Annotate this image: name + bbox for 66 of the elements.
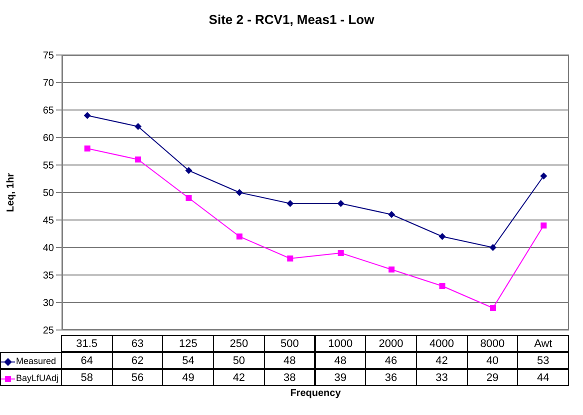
point (185, 167, 192, 174)
y-tick-label: 30 (42, 298, 54, 310)
data-label: 53 (517, 352, 569, 369)
x-tick-label: 2000 (365, 335, 417, 352)
legend-label: BayLfUAdj (0, 369, 62, 386)
data-label: 49 (162, 369, 214, 386)
x-tick-label: 500 (264, 335, 316, 352)
data-label: 48 (314, 352, 366, 369)
data-label: 58 (61, 369, 113, 386)
point (134, 123, 142, 130)
data-label: 42 (416, 352, 468, 369)
x-tick-label: 63 (112, 335, 164, 352)
x-tick-label: 4000 (416, 335, 468, 352)
y-tick-label: 50 (42, 188, 54, 200)
y-tick-label: 25 (42, 326, 54, 337)
data-label: 62 (112, 352, 164, 369)
x-tick-label: 31.5 (61, 335, 113, 352)
y-tick-label: 65 (42, 106, 54, 117)
point (236, 234, 242, 240)
x-tick-label: 8000 (466, 335, 518, 352)
point (236, 189, 243, 196)
y-tick-label: 75 (42, 50, 54, 62)
point (540, 222, 547, 228)
x-tick-label: 1000 (314, 335, 366, 352)
data-label: 38 (264, 369, 316, 386)
legend-label: Measured (0, 352, 62, 369)
data-label: 56 (112, 369, 164, 386)
x-axis-title: Frequency (289, 388, 342, 399)
data-label: 48 (264, 352, 316, 369)
y-tick-label: 60 (42, 133, 54, 144)
y-tick-label: 55 (42, 160, 54, 172)
point (84, 146, 90, 152)
y-tick-label: 45 (42, 216, 54, 227)
data-label: 33 (416, 369, 468, 386)
point (388, 211, 396, 218)
point (286, 200, 294, 207)
point (337, 200, 344, 207)
point (388, 266, 395, 272)
data-label: 54 (162, 352, 214, 369)
x-tick-label: Awt (517, 335, 569, 352)
point (489, 244, 496, 251)
data-label: 40 (466, 352, 518, 369)
data-label: 50 (213, 352, 265, 369)
point (439, 283, 446, 289)
point (186, 195, 192, 201)
y-axis-title: Leq, 1hr (6, 172, 17, 212)
point (540, 172, 548, 180)
point (84, 112, 91, 119)
point (490, 305, 496, 311)
data-label: 44 (517, 369, 569, 386)
data-label: 36 (365, 369, 417, 386)
data-label: 39 (314, 369, 366, 386)
y-tick-label: 35 (42, 270, 54, 282)
data-label: 64 (61, 352, 113, 369)
y-tick-label: 40 (42, 243, 54, 254)
x-tick-label: 250 (213, 335, 265, 352)
y-tick-label: 70 (42, 78, 54, 90)
point (438, 233, 446, 240)
x-tick-label: 125 (162, 335, 214, 352)
chart-title: Site 2 - RCV1, Meas1 - Low (208, 12, 376, 27)
point (287, 256, 294, 262)
data-label: 46 (365, 352, 417, 369)
data-label: 29 (466, 369, 518, 386)
data-label: 42 (213, 369, 265, 386)
point (338, 250, 344, 256)
point (135, 156, 142, 162)
